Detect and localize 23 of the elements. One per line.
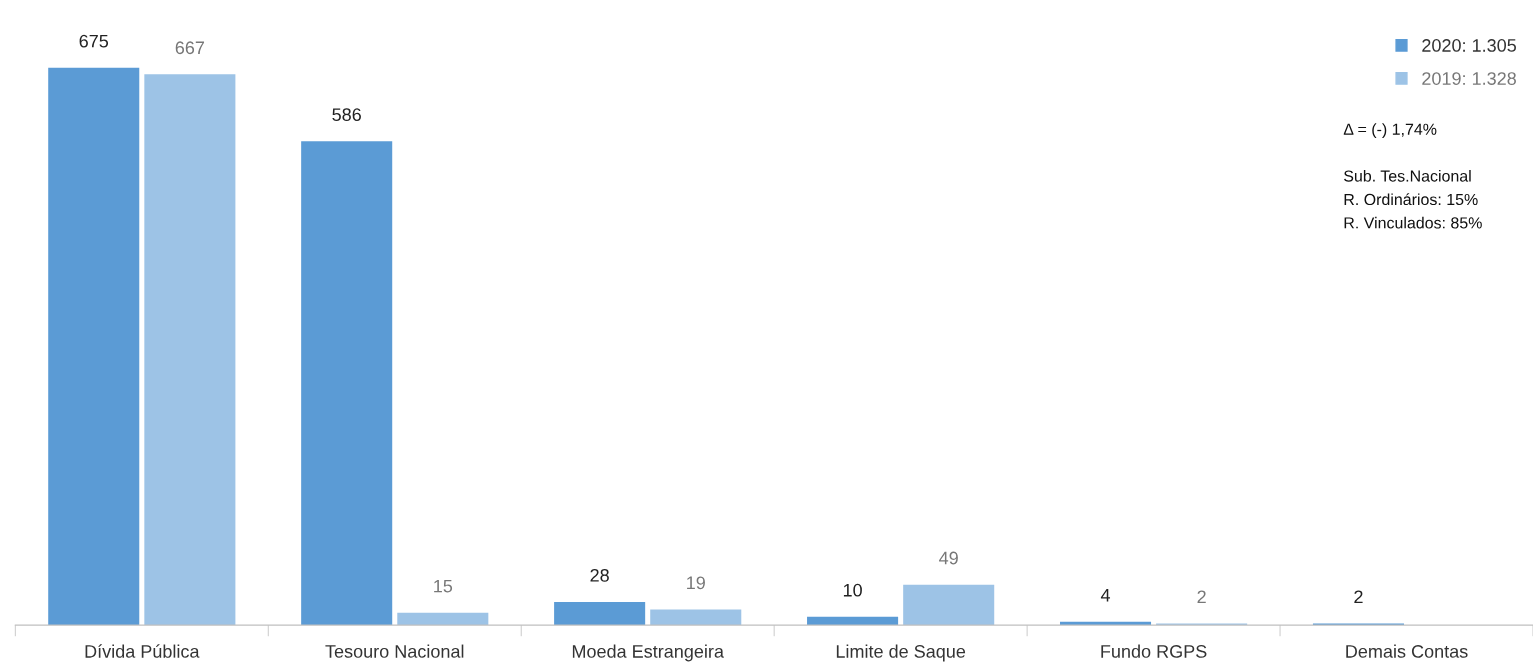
x-tick-label: Tesouro Nacional: [325, 644, 464, 658]
data-label: 10: [843, 583, 862, 597]
data-label: 19: [687, 576, 705, 590]
data-label: 586: [332, 108, 361, 122]
legend-label: 2019: 1.328: [1422, 72, 1516, 85]
x-tick-label: Dívida Pública: [85, 644, 200, 658]
annotation: R. Ordinários: 15%: [1344, 193, 1478, 206]
data-label: 667: [175, 41, 205, 55]
data-label: 49: [939, 551, 958, 565]
annotation: Sub. Tes.Nacional: [1344, 169, 1471, 182]
x-tick-label: Fundo RGPS: [1101, 644, 1207, 658]
legend-label: 2020: 1.305: [1422, 39, 1516, 52]
data-label: 2: [1197, 590, 1206, 604]
data-label: 28: [590, 568, 609, 582]
x-tick-label: Limite de Saque: [836, 644, 966, 662]
x-tick-label: Moeda Estrangeira: [572, 644, 724, 662]
data-label: 4: [1100, 588, 1111, 602]
annotation: Δ = (-) 1,74%: [1343, 123, 1437, 139]
data-label: 675: [79, 34, 109, 48]
x-tick-label: Demais Contas: [1346, 644, 1468, 658]
annotation: R. Vinculados: 85%: [1344, 216, 1482, 229]
data-label: 2: [1354, 590, 1363, 604]
data-label: 15: [434, 579, 453, 593]
